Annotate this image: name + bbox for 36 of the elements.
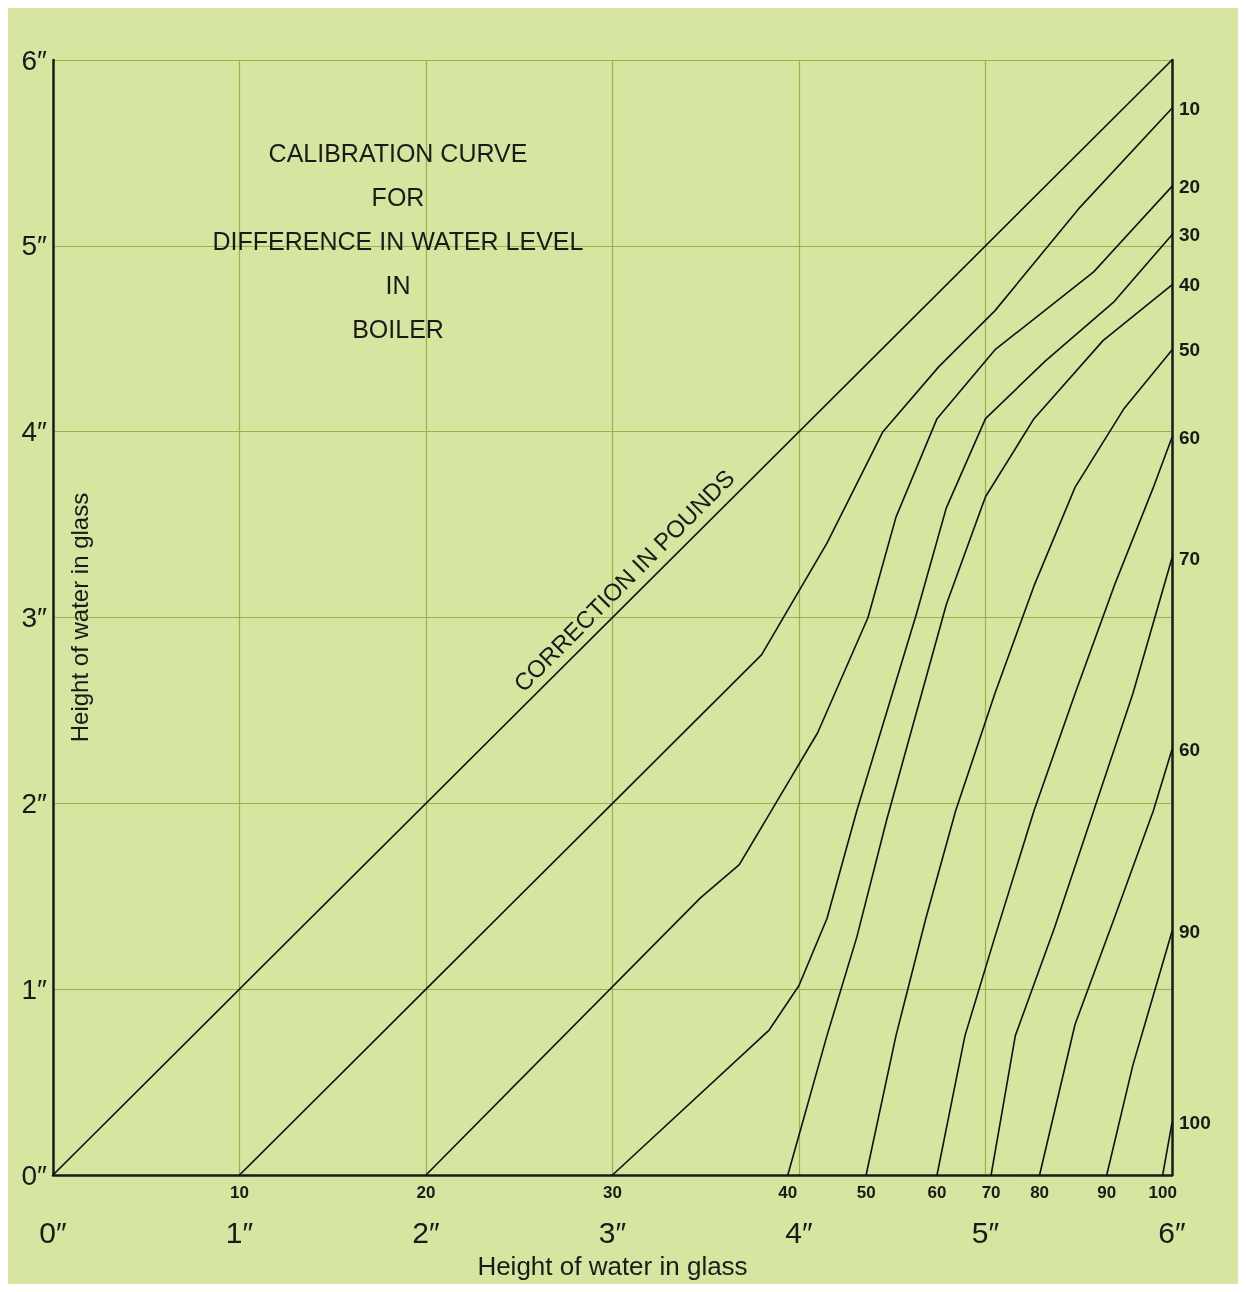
annotation: 80 [1030, 1183, 1050, 1202]
annotation: 50 [856, 1183, 876, 1202]
y-tick-label: 6″ [21, 44, 48, 76]
annotation: 20 [1179, 175, 1201, 197]
y-tick-label: 1″ [21, 973, 48, 1005]
x-tick-label: 6″ [1158, 1215, 1187, 1249]
annotation: 50 [1179, 339, 1201, 361]
annotation: 70 [1179, 547, 1201, 569]
annotation: 30 [603, 1183, 622, 1202]
text: CALIBRATION CURVE FOR DIFFERENCE IN WATER LEVEL IN BOILER [212, 139, 584, 343]
y-tick-label: 4″ [21, 416, 48, 448]
x-tick-label: 2″ [412, 1215, 441, 1249]
annotation: 20 [416, 1183, 436, 1202]
x-tick-label: 5″ [971, 1215, 1000, 1249]
x-axis-title: Height of water in glass [477, 1251, 748, 1281]
annotation: 100 [1179, 1112, 1211, 1134]
annotation: 10 [230, 1183, 249, 1202]
x-tick-label: 3″ [598, 1215, 627, 1249]
annotation: 60 [927, 1183, 947, 1202]
y-tick-label: 3″ [21, 602, 48, 633]
y-tick-label: 0″ [21, 1159, 48, 1191]
annotation: 100 [1148, 1183, 1177, 1202]
annotation: 60 [1179, 738, 1201, 760]
x-tick-label: 4″ [785, 1215, 814, 1249]
annotation: 30 [1179, 224, 1201, 246]
annotation: 10 [1179, 97, 1201, 119]
annotation: 70 [981, 1183, 1001, 1202]
annotation: 40 [1179, 274, 1201, 296]
y-axis-title: Height of water in glass [65, 492, 93, 743]
annotation: 60 [1179, 426, 1201, 448]
y-tick-label: 5″ [21, 230, 48, 262]
annotation: 40 [778, 1183, 798, 1202]
annotation: 90 [1097, 1183, 1117, 1202]
y-tick-label: 2″ [21, 787, 48, 819]
annotation: 90 [1179, 921, 1201, 943]
x-tick-label: 1″ [225, 1215, 254, 1249]
